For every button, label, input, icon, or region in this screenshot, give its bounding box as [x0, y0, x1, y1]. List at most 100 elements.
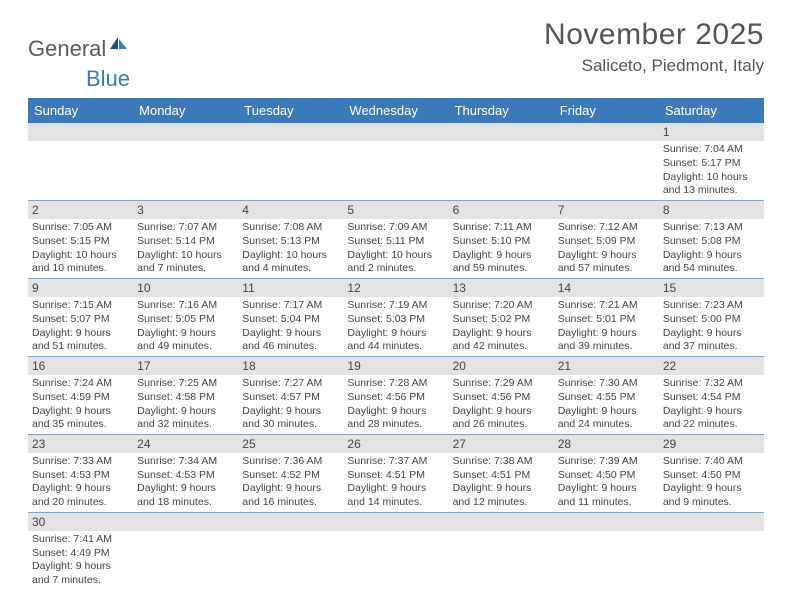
- sunset-text: Sunset: 5:14 PM: [137, 235, 234, 249]
- sunset-text: Sunset: 5:17 PM: [663, 157, 760, 171]
- day-header: Wednesday: [343, 98, 448, 123]
- calendar-cell: [133, 512, 238, 589]
- day-body: Sunrise: 7:38 AMSunset: 4:51 PMDaylight:…: [449, 453, 554, 512]
- day-number: 9: [28, 279, 133, 297]
- sunrise-text: Sunrise: 7:24 AM: [32, 377, 129, 391]
- calendar-cell: 10Sunrise: 7:16 AMSunset: 5:05 PMDayligh…: [133, 278, 238, 356]
- calendar-cell: 12Sunrise: 7:19 AMSunset: 5:03 PMDayligh…: [343, 278, 448, 356]
- calendar-cell: 25Sunrise: 7:36 AMSunset: 4:52 PMDayligh…: [238, 434, 343, 512]
- logo-text-general: General: [28, 36, 106, 62]
- day-number: 4: [238, 201, 343, 219]
- sunset-text: Sunset: 5:02 PM: [453, 313, 550, 327]
- day-number: 24: [133, 435, 238, 453]
- calendar-cell: 22Sunrise: 7:32 AMSunset: 4:54 PMDayligh…: [659, 356, 764, 434]
- daylight-text: Daylight: 9 hours and 32 minutes.: [137, 405, 234, 432]
- day-body: Sunrise: 7:39 AMSunset: 4:50 PMDaylight:…: [554, 453, 659, 512]
- day-number: 28: [554, 435, 659, 453]
- daylight-text: Daylight: 9 hours and 20 minutes.: [32, 482, 129, 509]
- calendar-cell: 3Sunrise: 7:07 AMSunset: 5:14 PMDaylight…: [133, 200, 238, 278]
- calendar-head: SundayMondayTuesdayWednesdayThursdayFrid…: [28, 98, 764, 123]
- calendar-cell: 27Sunrise: 7:38 AMSunset: 4:51 PMDayligh…: [449, 434, 554, 512]
- day-body: Sunrise: 7:20 AMSunset: 5:02 PMDaylight:…: [449, 297, 554, 356]
- calendar-cell: 6Sunrise: 7:11 AMSunset: 5:10 PMDaylight…: [449, 200, 554, 278]
- calendar-cell: 23Sunrise: 7:33 AMSunset: 4:53 PMDayligh…: [28, 434, 133, 512]
- day-body: Sunrise: 7:30 AMSunset: 4:55 PMDaylight:…: [554, 375, 659, 434]
- daylight-text: Daylight: 9 hours and 37 minutes.: [663, 327, 760, 354]
- sunset-text: Sunset: 4:53 PM: [137, 469, 234, 483]
- day-header: Monday: [133, 98, 238, 123]
- calendar-cell: 5Sunrise: 7:09 AMSunset: 5:11 PMDaylight…: [343, 200, 448, 278]
- sunrise-text: Sunrise: 7:30 AM: [558, 377, 655, 391]
- day-body: Sunrise: 7:11 AMSunset: 5:10 PMDaylight:…: [449, 219, 554, 278]
- day-body: Sunrise: 7:08 AMSunset: 5:13 PMDaylight:…: [238, 219, 343, 278]
- sunrise-text: Sunrise: 7:34 AM: [137, 455, 234, 469]
- sunrise-text: Sunrise: 7:05 AM: [32, 221, 129, 235]
- day-number: 10: [133, 279, 238, 297]
- calendar-cell: 18Sunrise: 7:27 AMSunset: 4:57 PMDayligh…: [238, 356, 343, 434]
- day-number: 21: [554, 357, 659, 375]
- sunset-text: Sunset: 5:01 PM: [558, 313, 655, 327]
- day-header: Sunday: [28, 98, 133, 123]
- daylight-text: Daylight: 9 hours and 30 minutes.: [242, 405, 339, 432]
- calendar-cell: [28, 123, 133, 200]
- day-number: [343, 513, 448, 531]
- sunrise-text: Sunrise: 7:21 AM: [558, 299, 655, 313]
- daylight-text: Daylight: 9 hours and 16 minutes.: [242, 482, 339, 509]
- daylight-text: Daylight: 10 hours and 13 minutes.: [663, 171, 760, 198]
- sunset-text: Sunset: 5:07 PM: [32, 313, 129, 327]
- logo-text-blue: Blue: [28, 66, 130, 91]
- sunset-text: Sunset: 4:58 PM: [137, 391, 234, 405]
- day-header: Thursday: [449, 98, 554, 123]
- day-number: [133, 513, 238, 531]
- day-body: Sunrise: 7:23 AMSunset: 5:00 PMDaylight:…: [659, 297, 764, 356]
- day-body: Sunrise: 7:05 AMSunset: 5:15 PMDaylight:…: [28, 219, 133, 278]
- day-number: 11: [238, 279, 343, 297]
- day-number: 20: [449, 357, 554, 375]
- sunrise-text: Sunrise: 7:08 AM: [242, 221, 339, 235]
- sunrise-text: Sunrise: 7:38 AM: [453, 455, 550, 469]
- day-body: Sunrise: 7:16 AMSunset: 5:05 PMDaylight:…: [133, 297, 238, 356]
- sunrise-text: Sunrise: 7:41 AM: [32, 533, 129, 547]
- daylight-text: Daylight: 9 hours and 9 minutes.: [663, 482, 760, 509]
- sunrise-text: Sunrise: 7:29 AM: [453, 377, 550, 391]
- daylight-text: Daylight: 9 hours and 14 minutes.: [347, 482, 444, 509]
- calendar-cell: [554, 123, 659, 200]
- day-number: 30: [28, 513, 133, 531]
- day-header: Tuesday: [238, 98, 343, 123]
- day-body: Sunrise: 7:24 AMSunset: 4:59 PMDaylight:…: [28, 375, 133, 434]
- day-number: 1: [659, 123, 764, 141]
- day-number: [449, 513, 554, 531]
- calendar-cell: 2Sunrise: 7:05 AMSunset: 5:15 PMDaylight…: [28, 200, 133, 278]
- sunset-text: Sunset: 5:03 PM: [347, 313, 444, 327]
- day-body: Sunrise: 7:29 AMSunset: 4:56 PMDaylight:…: [449, 375, 554, 434]
- sunset-text: Sunset: 4:56 PM: [453, 391, 550, 405]
- month-title: November 2025: [544, 18, 764, 52]
- sunset-text: Sunset: 4:50 PM: [558, 469, 655, 483]
- sunrise-text: Sunrise: 7:20 AM: [453, 299, 550, 313]
- sunset-text: Sunset: 4:53 PM: [32, 469, 129, 483]
- calendar-cell: 7Sunrise: 7:12 AMSunset: 5:09 PMDaylight…: [554, 200, 659, 278]
- day-body: Sunrise: 7:07 AMSunset: 5:14 PMDaylight:…: [133, 219, 238, 278]
- calendar-table: SundayMondayTuesdayWednesdayThursdayFrid…: [28, 98, 764, 590]
- sunset-text: Sunset: 4:57 PM: [242, 391, 339, 405]
- sunset-text: Sunset: 5:13 PM: [242, 235, 339, 249]
- sunrise-text: Sunrise: 7:39 AM: [558, 455, 655, 469]
- sunset-text: Sunset: 4:49 PM: [32, 547, 129, 561]
- calendar-cell: 15Sunrise: 7:23 AMSunset: 5:00 PMDayligh…: [659, 278, 764, 356]
- day-number: 5: [343, 201, 448, 219]
- daylight-text: Daylight: 9 hours and 57 minutes.: [558, 249, 655, 276]
- sunset-text: Sunset: 5:09 PM: [558, 235, 655, 249]
- day-body: Sunrise: 7:28 AMSunset: 4:56 PMDaylight:…: [343, 375, 448, 434]
- daylight-text: Daylight: 9 hours and 22 minutes.: [663, 405, 760, 432]
- calendar-cell: [449, 512, 554, 589]
- daylight-text: Daylight: 9 hours and 39 minutes.: [558, 327, 655, 354]
- calendar-cell: [449, 123, 554, 200]
- sunset-text: Sunset: 5:04 PM: [242, 313, 339, 327]
- calendar-cell: 16Sunrise: 7:24 AMSunset: 4:59 PMDayligh…: [28, 356, 133, 434]
- day-body: Sunrise: 7:15 AMSunset: 5:07 PMDaylight:…: [28, 297, 133, 356]
- calendar-cell: [133, 123, 238, 200]
- day-number: [238, 123, 343, 141]
- day-body: Sunrise: 7:36 AMSunset: 4:52 PMDaylight:…: [238, 453, 343, 512]
- day-body: Sunrise: 7:40 AMSunset: 4:50 PMDaylight:…: [659, 453, 764, 512]
- sunrise-text: Sunrise: 7:13 AM: [663, 221, 760, 235]
